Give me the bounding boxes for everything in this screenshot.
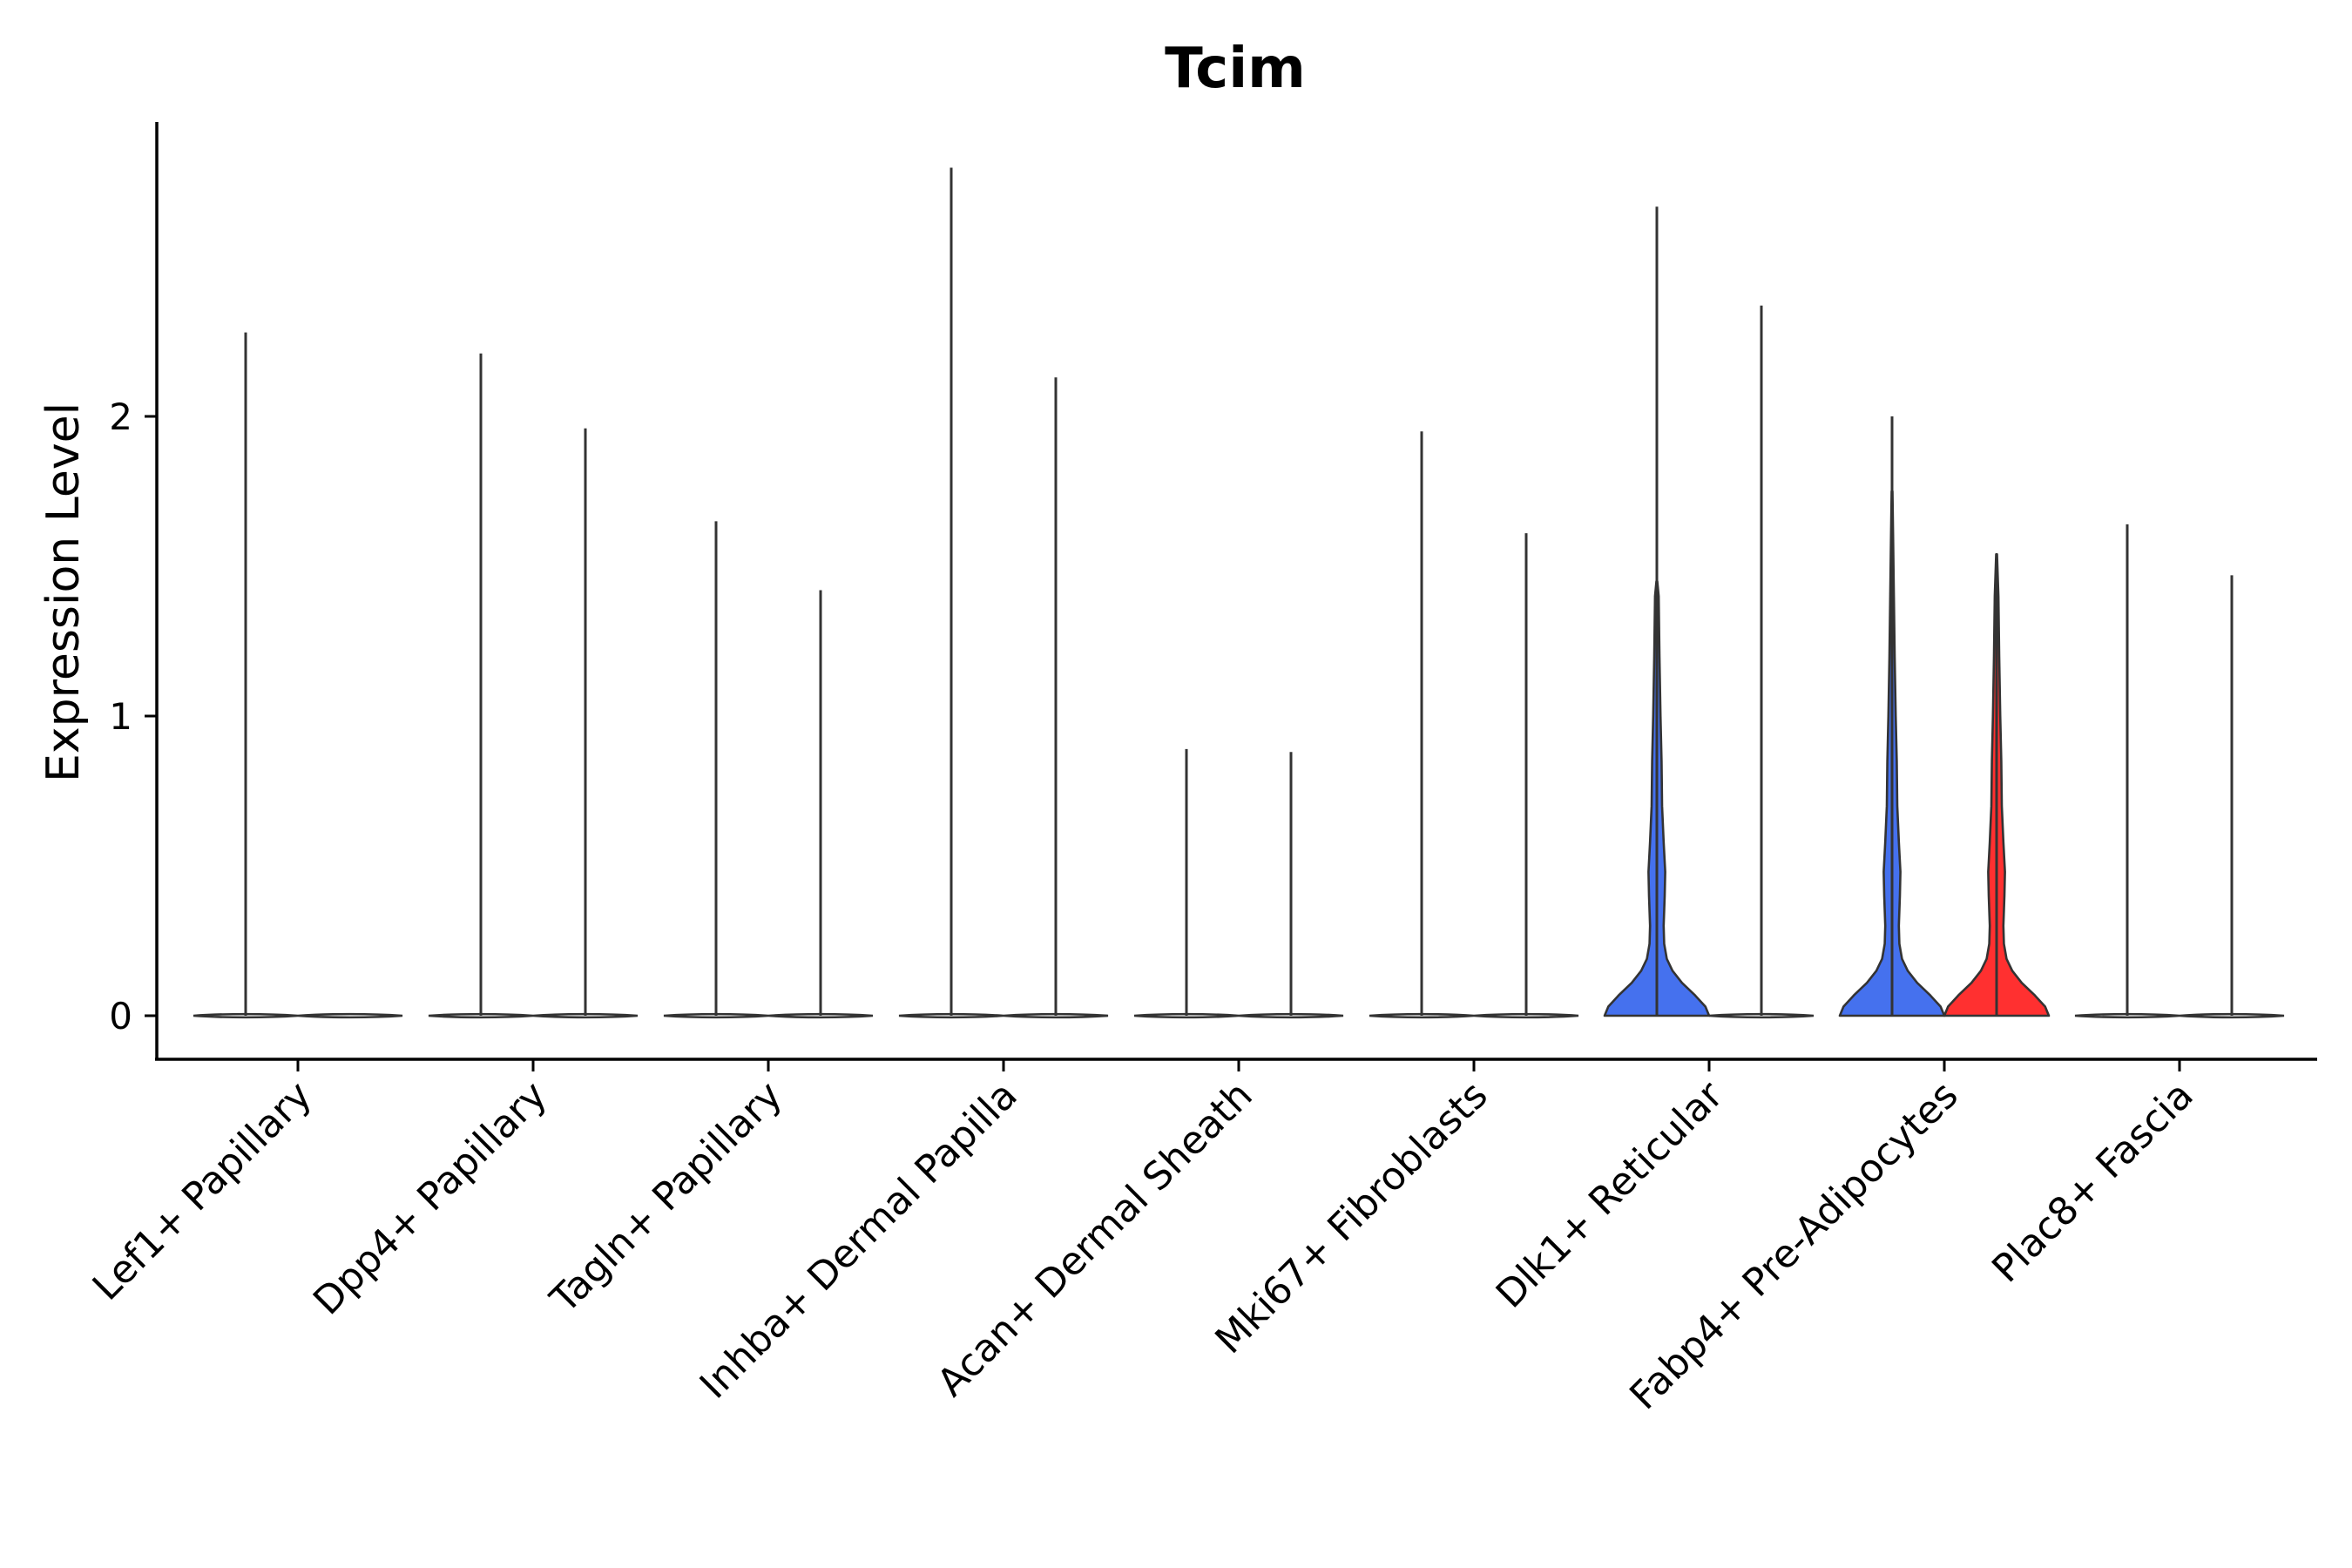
y-tick-label: 2: [109, 395, 132, 438]
y-axis-label: Expression Level: [37, 402, 90, 782]
x-tick-label: Dlk1+ Reticular: [1488, 1072, 1733, 1317]
x-tick-label: Plac8+ Fascia: [1984, 1073, 2202, 1292]
x-tick-label: Lef1+ Papillary: [84, 1073, 321, 1309]
y-axis-ticks: 0 1 2: [109, 395, 157, 1037]
violin-group2: [297, 1012, 403, 1019]
y-tick-label: 0: [109, 995, 132, 1037]
x-tick-label: Dpp4+ Papillary: [305, 1073, 556, 1324]
x-tick-label: Tagln+ Papillary: [542, 1073, 791, 1322]
chart-title: Tcim: [1165, 37, 1306, 101]
y-tick-label: 1: [109, 695, 132, 738]
x-tick-label: Mki67+ Fibroblasts: [1206, 1073, 1496, 1362]
plot-area: [193, 167, 2285, 1019]
